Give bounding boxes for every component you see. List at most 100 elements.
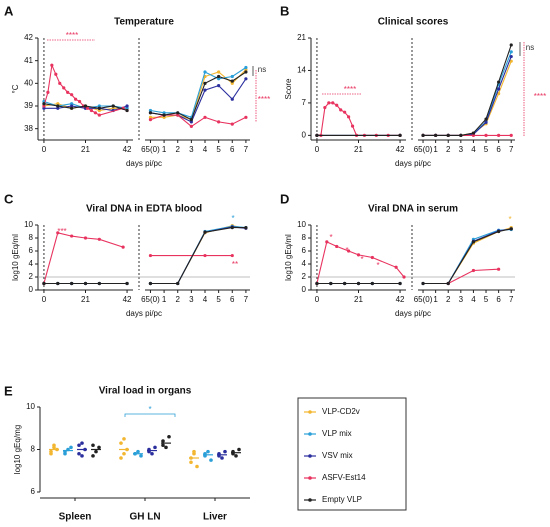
x-axis-label: days pi/pc — [126, 159, 162, 168]
annotation: **** — [534, 92, 546, 101]
data-point — [97, 237, 101, 241]
data-point — [148, 108, 153, 113]
series-line — [43, 232, 124, 284]
x-tick-label: 65(0) — [141, 145, 160, 154]
series-line — [423, 44, 512, 136]
series-line — [423, 227, 512, 285]
x-tick-label: 5 — [484, 295, 489, 304]
annotation: **** — [66, 31, 78, 40]
data-point — [347, 249, 351, 253]
data-point — [125, 281, 129, 286]
y-tick-label: 4 — [29, 259, 34, 268]
data-point — [244, 70, 248, 74]
x-tick-label: 2 — [176, 295, 181, 304]
data-point — [497, 92, 501, 96]
data-point — [97, 104, 101, 108]
series-line — [150, 69, 247, 121]
data-point — [83, 104, 88, 108]
x-tick-label: Liver — [203, 512, 227, 523]
data-point — [97, 106, 101, 110]
data-point — [97, 113, 101, 117]
data-point — [52, 443, 56, 448]
data-point — [484, 120, 488, 124]
data-point — [176, 113, 180, 117]
legend-marker — [308, 454, 312, 458]
data-point — [97, 281, 101, 286]
annotation: * — [345, 246, 348, 255]
data-point — [42, 106, 46, 110]
series-line — [316, 102, 401, 136]
annotation: **** — [344, 85, 356, 94]
series-line — [316, 241, 405, 284]
chart-title: Viral DNA in EDTA blood — [86, 204, 202, 215]
data-point — [80, 454, 84, 458]
data-point — [223, 449, 227, 454]
x-tick-label: 65(0) — [141, 295, 160, 304]
data-point — [459, 133, 463, 137]
data-point — [398, 281, 402, 286]
panel-label: B — [280, 3, 289, 18]
data-point — [192, 449, 196, 454]
data-point — [189, 118, 193, 122]
x-tick-label: 0 — [42, 145, 47, 154]
data-point — [70, 234, 74, 238]
data-point — [176, 281, 180, 286]
data-point — [335, 244, 339, 249]
data-point — [148, 118, 153, 122]
x-tick-label: 5 — [484, 145, 489, 154]
x-tick-label: 1 — [162, 145, 167, 154]
legend-label: VSV mix — [322, 451, 353, 460]
legend-label: VLP-CD2v — [322, 407, 360, 416]
data-point — [237, 447, 241, 452]
data-point — [139, 454, 143, 458]
data-point — [70, 104, 74, 108]
data-point — [150, 451, 154, 456]
data-point — [50, 63, 54, 67]
x-tick-label: 7 — [509, 295, 514, 304]
data-point — [49, 451, 53, 456]
x-tick-label: 7 — [509, 145, 514, 154]
data-point — [89, 108, 94, 113]
data-point — [77, 443, 81, 448]
data-point — [370, 255, 374, 260]
series-line — [150, 67, 247, 118]
data-point — [66, 90, 70, 94]
data-point — [83, 281, 88, 286]
x-tick-label: 65(0) — [414, 295, 433, 304]
data-point — [203, 88, 207, 92]
y-tick-label: 0 — [302, 130, 307, 139]
data-point — [56, 231, 60, 235]
data-point — [70, 281, 74, 286]
data-point — [497, 87, 501, 91]
data-point — [203, 115, 207, 119]
x-tick-label: 2 — [446, 295, 451, 304]
data-point — [421, 133, 425, 137]
y-tick-label: 14 — [297, 66, 306, 75]
y-tick-label: 41 — [24, 56, 33, 65]
y-tick-label: 38 — [24, 124, 33, 133]
y-tick-label: 10 — [24, 220, 33, 229]
y-tick-label: 8 — [31, 445, 36, 454]
series-line — [423, 229, 512, 285]
data-point — [217, 74, 221, 79]
data-point — [471, 268, 476, 273]
data-point — [136, 449, 140, 454]
data-point — [121, 245, 125, 249]
data-point — [370, 281, 374, 286]
data-point — [230, 79, 234, 83]
data-point — [509, 227, 513, 231]
y-tick-label: 39 — [24, 101, 33, 110]
data-point — [189, 120, 193, 124]
data-point — [217, 77, 221, 81]
data-point — [203, 81, 207, 85]
data-point — [331, 101, 335, 105]
data-point — [58, 81, 62, 85]
series-line — [423, 228, 512, 285]
data-point — [509, 133, 513, 137]
data-point — [471, 131, 476, 135]
y-tick-label: 2 — [302, 272, 307, 281]
legend-box — [297, 397, 407, 511]
y-tick-label: 8 — [29, 233, 34, 242]
data-point — [234, 454, 238, 458]
data-point — [497, 133, 501, 137]
